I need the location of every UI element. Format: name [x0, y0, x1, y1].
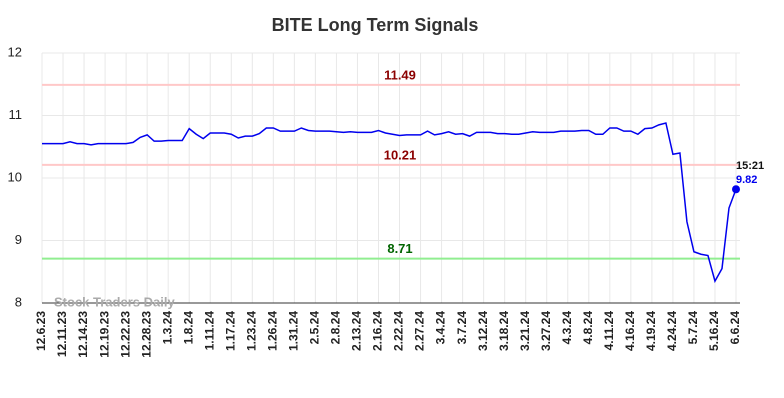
x-tick-label: 2.13.24 — [350, 311, 364, 351]
x-tick-label: 1.11.24 — [202, 311, 216, 351]
reference-label: 11.49 — [384, 67, 416, 82]
x-tick-label: 6.6.24 — [728, 311, 742, 345]
y-tick-label: 8 — [15, 294, 22, 309]
y-tick-label: 11 — [9, 107, 23, 122]
price-line — [42, 122, 737, 284]
x-tick-label: 4.19.24 — [644, 311, 658, 351]
x-tick-label: 2.16.24 — [371, 311, 385, 351]
x-tick-label: 1.17.24 — [223, 311, 237, 351]
x-tick-label: 12.11.23 — [55, 311, 69, 357]
x-tick-label: 1.31.24 — [287, 311, 301, 351]
reference-label: 10.21 — [384, 147, 417, 162]
last-value: 9.82 — [736, 174, 757, 186]
x-tick-label: 12.14.23 — [76, 311, 90, 358]
x-tick-label: 4.11.24 — [602, 311, 616, 351]
y-tick-label: 12 — [8, 44, 22, 59]
x-tick-label: 12.28.23 — [139, 311, 153, 358]
x-tick-label: 3.12.24 — [476, 311, 490, 351]
reference-label: 8.71 — [387, 241, 412, 256]
x-tick-label: 2.22.24 — [392, 311, 406, 351]
chart-title: BITE Long Term Signals — [272, 15, 479, 35]
x-tick-label: 3.18.24 — [497, 311, 511, 351]
x-tick-label: 1.8.24 — [181, 311, 195, 345]
last-point — [732, 185, 740, 194]
x-tick-label: 3.21.24 — [518, 311, 532, 351]
x-tick-label: 4.8.24 — [581, 311, 595, 345]
y-tick-label: 10 — [8, 169, 22, 184]
x-tick-label: 5.16.24 — [707, 311, 721, 351]
x-tick-label: 1.3.24 — [160, 311, 174, 345]
watermark: Stock Traders Daily — [54, 294, 175, 309]
x-tick-label: 5.7.24 — [686, 311, 700, 345]
x-tick-label: 3.27.24 — [539, 311, 553, 351]
y-tick-label: 9 — [15, 232, 22, 247]
x-tick-label: 12.22.23 — [118, 311, 132, 358]
x-tick-label: 4.24.24 — [665, 311, 679, 351]
x-tick-label: 2.8.24 — [329, 311, 343, 345]
x-tick-label: 3.4.24 — [434, 311, 448, 345]
x-tick-label: 4.16.24 — [623, 311, 637, 351]
x-tick-label: 1.26.24 — [266, 311, 280, 351]
x-tick-label: 12.19.23 — [97, 311, 111, 358]
x-tick-label: 12.6.23 — [34, 311, 48, 351]
last-time: 15:21 — [736, 160, 764, 172]
x-tick-label: 1.23.24 — [244, 311, 258, 351]
x-tick-label: 2.27.24 — [413, 311, 427, 351]
x-tick-label: 2.5.24 — [308, 311, 322, 345]
x-tick-label: 3.7.24 — [455, 311, 469, 345]
x-tick-label: 4.3.24 — [560, 311, 574, 345]
